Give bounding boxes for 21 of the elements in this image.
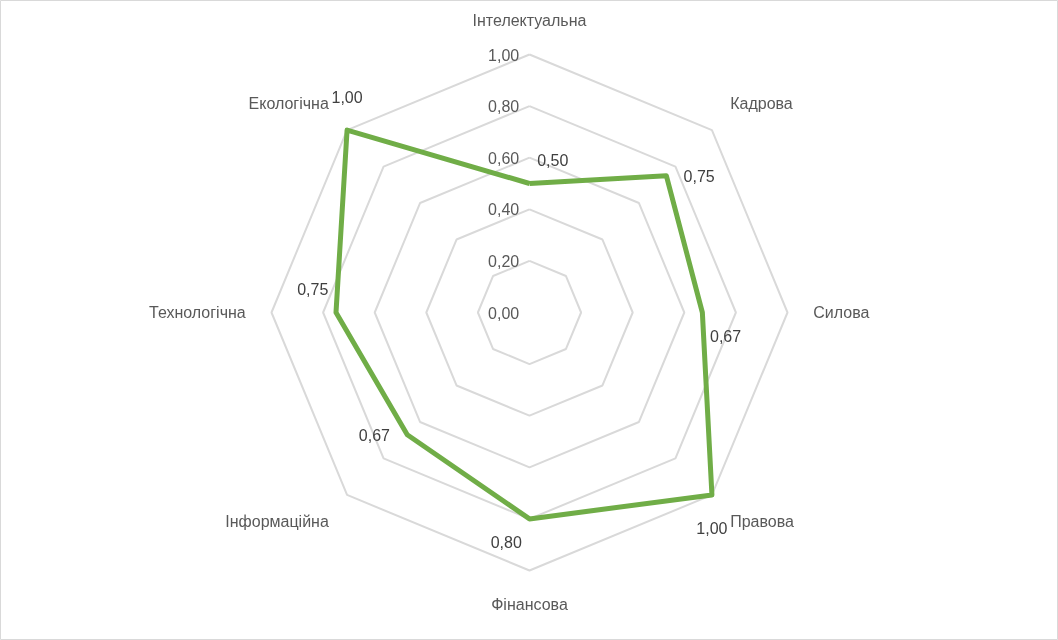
y-tick-label: 0,00 <box>488 304 520 322</box>
data-label: 1,00 <box>696 519 728 537</box>
spoke-label: Фінансова <box>491 596 568 614</box>
data-label: 0,67 <box>358 426 391 444</box>
spoke-label: Екологічна <box>248 94 329 112</box>
y-tick-label: 0,80 <box>488 98 520 116</box>
spoke-label: Правова <box>730 513 795 531</box>
spoke-label: Інформаційна <box>225 513 329 531</box>
data-label: 0,67 <box>710 327 742 345</box>
y-tick-label: 0,40 <box>488 201 520 219</box>
spoke-label: Технологічна <box>149 304 246 321</box>
spoke-label: Інтелектуальна <box>472 11 587 29</box>
data-label: 1,00 <box>331 89 363 107</box>
data-label: 0,75 <box>683 167 715 185</box>
y-tick-label: 0,20 <box>488 252 520 270</box>
spoke-label: Кадрова <box>730 94 793 112</box>
y-tick-label: 1,00 <box>488 46 520 64</box>
data-label: 0,75 <box>297 281 329 299</box>
y-tick-label: 0,60 <box>488 149 520 167</box>
spoke-label: Силова <box>813 304 870 321</box>
data-label: 0,50 <box>537 152 569 170</box>
